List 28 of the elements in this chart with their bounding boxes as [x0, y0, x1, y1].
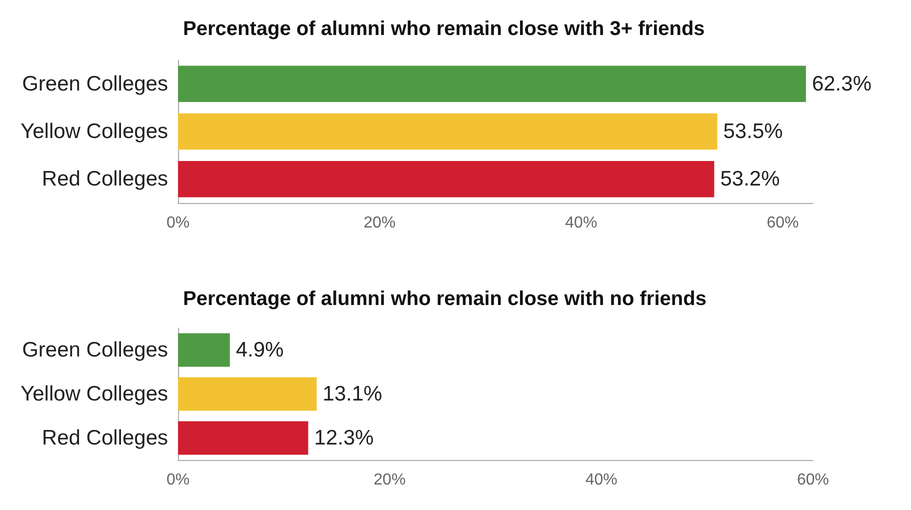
- y-tick-label: Green Colleges: [22, 338, 168, 362]
- x-tick-label: 0%: [166, 214, 190, 232]
- y-tick-label: Green Colleges: [22, 72, 168, 96]
- x-tick-label: 60%: [766, 214, 799, 232]
- data-label: 53.2%: [720, 168, 780, 191]
- data-label: 62.3%: [812, 72, 872, 96]
- x-tick-label: 20%: [374, 472, 406, 488]
- bar: [178, 377, 317, 411]
- chart-title: Percentage of alumni who remain close with no friends: [183, 288, 706, 310]
- x-tick-label: 0%: [166, 472, 190, 488]
- data-label: 53.5%: [723, 120, 783, 143]
- x-tick-label: 40%: [565, 214, 598, 232]
- data-label: 13.1%: [322, 382, 382, 406]
- y-tick-label: Yellow Colleges: [20, 382, 168, 406]
- bar: [178, 161, 714, 198]
- x-tick-label: 60%: [796, 472, 830, 488]
- y-tick-label: Yellow Colleges: [20, 120, 168, 143]
- bar: [178, 333, 230, 367]
- y-tick-label: Red Colleges: [42, 168, 168, 191]
- y-tick-label: Red Colleges: [42, 426, 168, 450]
- data-label: 4.9%: [236, 338, 284, 362]
- x-tick-label: 20%: [364, 214, 396, 232]
- x-tick-label: 40%: [585, 472, 618, 488]
- bar: [178, 113, 718, 150]
- chart-title: Percentage of alumni who remain close with 3+ friends: [183, 18, 705, 40]
- data-label: 12.3%: [314, 426, 374, 450]
- bar: [178, 421, 308, 455]
- bar: [178, 66, 806, 102]
